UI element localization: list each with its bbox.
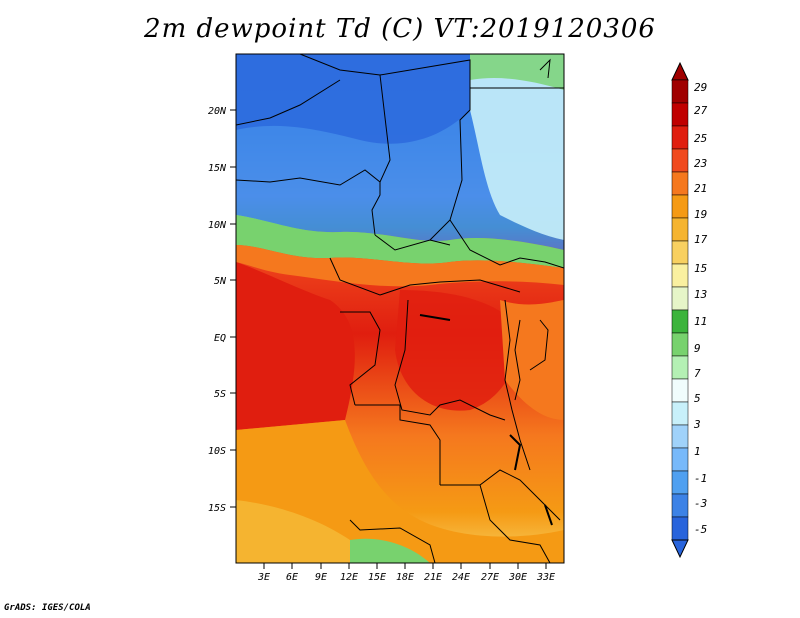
colorbar-segment bbox=[671, 447, 689, 472]
lat-label-10s: 10S bbox=[208, 446, 226, 457]
colorbar-label: 27 bbox=[694, 104, 708, 117]
colorbar-label: 3 bbox=[693, 418, 701, 431]
colorbar-top-arrow bbox=[671, 61, 689, 81]
lat-tick: 10N bbox=[208, 220, 236, 231]
lon-label-30e: 30E bbox=[508, 572, 527, 583]
lat-label-20n: 20N bbox=[208, 106, 227, 117]
colorbar-label: 21 bbox=[694, 182, 707, 195]
colorbar-label: 9 bbox=[694, 342, 701, 355]
colorbar-segment bbox=[671, 309, 689, 334]
lat-tick: 5S bbox=[214, 389, 236, 400]
latitude-axis: 20N 15N 10N 5N EQ 5S 10S 15S bbox=[208, 106, 236, 514]
lon-label-33e: 33E bbox=[536, 572, 555, 583]
colorbar-segment bbox=[671, 102, 689, 127]
lon-label-15e: 15E bbox=[368, 572, 386, 583]
colorbar-segment bbox=[671, 171, 689, 196]
chart-title: 2m dewpoint Td (C) VT:2019120306 bbox=[144, 14, 656, 44]
colorbar-segment bbox=[671, 332, 689, 357]
longitude-axis: 3E 6E 9E 12E 15E 18E 21E 24E 27E 30E 33E bbox=[257, 563, 555, 583]
colorbar-segment bbox=[671, 148, 689, 173]
grads-credit: GrADS: IGES/COLA bbox=[4, 603, 91, 613]
lat-label-eq: EQ bbox=[214, 333, 226, 344]
colorbar-segment bbox=[671, 286, 689, 311]
colorbar-segment bbox=[671, 378, 689, 403]
lon-label-24e: 24E bbox=[452, 572, 470, 583]
colorbar-label: -3 bbox=[694, 497, 707, 510]
colorbar-label: 17 bbox=[694, 233, 708, 246]
lon-label-27e: 27E bbox=[481, 572, 499, 583]
lon-label-6e: 6E bbox=[286, 572, 298, 583]
colorbar-segment bbox=[671, 424, 689, 449]
colorbar-segment bbox=[671, 240, 689, 265]
colorbar-segment bbox=[671, 401, 689, 426]
colorbar-segment bbox=[671, 263, 689, 288]
lat-label-15s: 15S bbox=[208, 503, 226, 514]
lat-tick: 10S bbox=[208, 446, 236, 457]
lon-label-3e: 3E bbox=[257, 572, 270, 583]
colorbar-label: -1 bbox=[694, 472, 707, 485]
colorbar-segment bbox=[671, 79, 689, 104]
colorbar-label: 13 bbox=[694, 288, 707, 301]
lon-label-18e: 18E bbox=[396, 572, 414, 583]
colorbar: 29 27 25 23 21 19 17 15 13 11 9 7 5 3 1 … bbox=[671, 61, 708, 559]
lat-tick: 15S bbox=[208, 503, 236, 514]
lat-label-10n: 10N bbox=[208, 220, 227, 231]
colorbar-segment bbox=[671, 194, 689, 219]
colorbar-label: 15 bbox=[694, 262, 707, 275]
colorbar-label: 23 bbox=[694, 157, 707, 170]
colorbar-bottom-arrow bbox=[671, 539, 689, 559]
colorbar-segment bbox=[671, 493, 689, 518]
colorbar-segment bbox=[671, 355, 689, 380]
colorbar-segment bbox=[671, 516, 689, 541]
lon-label-12e: 12E bbox=[340, 572, 358, 583]
colorbar-label: 5 bbox=[694, 392, 701, 405]
colorbar-label: 7 bbox=[694, 367, 701, 380]
lat-tick: 15N bbox=[208, 163, 236, 174]
lat-tick: EQ bbox=[214, 333, 236, 344]
lon-label-9e: 9E bbox=[315, 572, 327, 583]
colorbar-label: 11 bbox=[694, 315, 707, 328]
lat-tick: 5N bbox=[214, 276, 236, 287]
lat-label-5s: 5S bbox=[214, 389, 226, 400]
lon-label-21e: 21E bbox=[424, 572, 442, 583]
colorbar-segment bbox=[671, 125, 689, 150]
colorbar-label: 1 bbox=[694, 445, 701, 458]
colorbar-label: -5 bbox=[694, 523, 707, 536]
lat-label-15n: 15N bbox=[208, 163, 227, 174]
lat-label-5n: 5N bbox=[214, 276, 227, 287]
colorbar-label: 25 bbox=[694, 132, 707, 145]
lat-tick: 20N bbox=[208, 106, 236, 117]
dewpoint-field bbox=[236, 54, 564, 563]
colorbar-segment bbox=[671, 470, 689, 495]
colorbar-segment bbox=[671, 217, 689, 242]
colorbar-label: 29 bbox=[694, 81, 707, 94]
colorbar-label: 19 bbox=[694, 208, 707, 221]
